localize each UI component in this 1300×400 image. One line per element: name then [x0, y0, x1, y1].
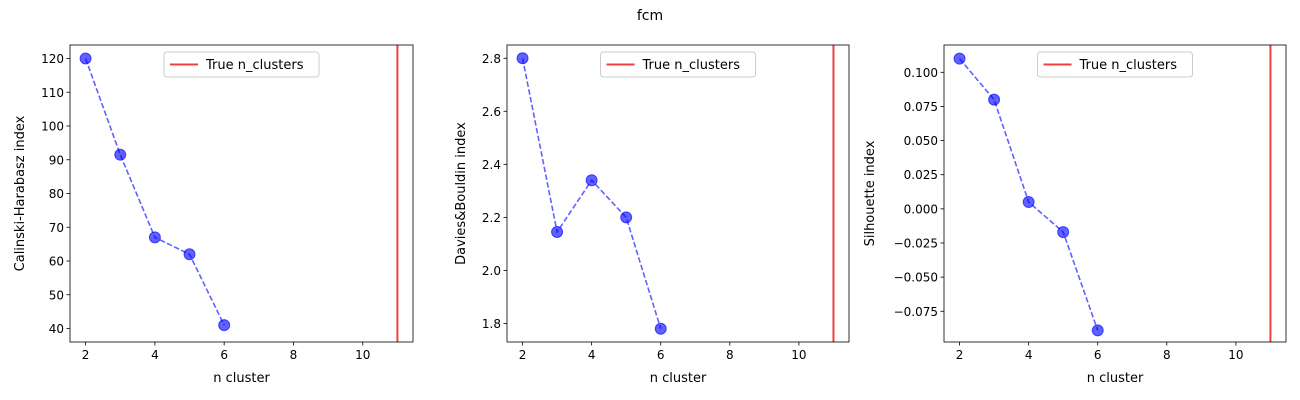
- x-tick-label: 4: [1025, 348, 1033, 362]
- legend-label: True n_clusters: [205, 58, 304, 73]
- data-point: [1091, 324, 1104, 337]
- x-axis-label: n cluster: [1087, 371, 1144, 386]
- figure-suptitle: fcm: [637, 8, 663, 24]
- x-tick-label: 2: [956, 348, 964, 362]
- x-tick-label: 8: [1163, 348, 1171, 362]
- chart-panel-1: 2 4 6 8 10 40 50 60 70 80 90 100 110 120 n cluster Cali…: [13, 44, 414, 386]
- x-axis-label: n cluster: [650, 371, 707, 386]
- y-tick-label: 0.100: [904, 66, 938, 80]
- x-tick-label: 10: [1228, 348, 1243, 362]
- data-point: [183, 248, 196, 261]
- x-tick-label: 8: [290, 348, 298, 362]
- y-tick-label: 90: [49, 153, 64, 167]
- x-tick-label: 10: [355, 348, 370, 362]
- x-tick-label: 2: [519, 348, 527, 362]
- y-tick-label: 2.0: [482, 264, 501, 278]
- y-tick-label: 0.050: [904, 134, 938, 148]
- data-point: [79, 52, 92, 65]
- x-tick-label: 10: [791, 348, 806, 362]
- y-tick-label: 2.8: [482, 52, 501, 66]
- x-tick-label: 8: [726, 348, 734, 362]
- x-tick-label: 6: [1094, 348, 1102, 362]
- y-tick-label: 110: [41, 86, 64, 100]
- data-point: [953, 52, 966, 65]
- y-tick-label: 80: [49, 187, 64, 201]
- data-point: [585, 174, 598, 187]
- x-tick-label: 2: [82, 348, 90, 362]
- x-tick-label: 4: [588, 348, 596, 362]
- legend: True n_clusters: [163, 51, 320, 78]
- legend-box: [600, 51, 756, 78]
- y-tick-label: 2.2: [482, 211, 501, 225]
- series-line: [84, 58, 225, 326]
- y-tick-label: 0.075: [904, 100, 938, 114]
- legend-box: [163, 51, 320, 78]
- legend-label: True n_clusters: [642, 58, 741, 73]
- axes-frame: [506, 44, 850, 343]
- x-tick-label: 6: [657, 348, 665, 362]
- x-tick-label: 6: [220, 348, 228, 362]
- y-axis-label: Calinski-Harabasz index: [13, 115, 28, 271]
- y-tick-label: 2.4: [482, 158, 501, 172]
- y-tick-label: 100: [41, 120, 64, 134]
- data-point: [620, 211, 633, 224]
- data-point: [218, 319, 231, 332]
- y-tick-label: 40: [49, 322, 64, 336]
- y-tick-label: 60: [49, 255, 64, 269]
- data-point: [988, 93, 1001, 106]
- y-tick-label: −0.025: [894, 237, 938, 251]
- chart-panel-2: 2 4 6 8 10 1.8 2.0 2.2 2.4 2.6 2.8 n cluster Davies&…: [454, 44, 850, 386]
- y-tick-label: −0.075: [894, 305, 938, 319]
- y-tick-label: −0.050: [894, 271, 938, 285]
- data-point: [516, 52, 529, 65]
- series-line: [521, 58, 662, 329]
- x-tick-label: 4: [151, 348, 159, 362]
- y-tick-label: 1.8: [482, 317, 501, 331]
- chart-panel-3: 2 4 6 8 10 −0.075 −0.050 −0.025 0.000 0.025 0.050 0…: [863, 44, 1287, 386]
- y-tick-label: 0.025: [904, 168, 938, 182]
- y-tick-label: 120: [41, 52, 64, 66]
- data-point: [114, 148, 127, 161]
- y-tick-label: 2.6: [482, 105, 501, 119]
- y-axis-label: Davies&Bouldin index: [454, 122, 469, 265]
- y-axis-label: Silhouette index: [863, 140, 878, 246]
- y-tick-label: 0.000: [904, 202, 938, 216]
- legend-label: True n_clusters: [1079, 58, 1178, 73]
- data-point: [1057, 226, 1070, 239]
- axes-frame: [943, 44, 1287, 343]
- y-tick-label: 70: [49, 221, 64, 235]
- series-line: [958, 58, 1099, 331]
- data-point: [1022, 196, 1035, 209]
- x-axis-label: n cluster: [213, 371, 270, 386]
- legend-box: [1037, 51, 1193, 78]
- data-point: [551, 225, 564, 238]
- legend: True n_clusters: [600, 51, 756, 78]
- y-tick-label: 50: [49, 288, 64, 302]
- axes-frame: [69, 44, 414, 343]
- data-point: [654, 322, 667, 335]
- data-point: [148, 231, 161, 244]
- legend: True n_clusters: [1037, 51, 1193, 78]
